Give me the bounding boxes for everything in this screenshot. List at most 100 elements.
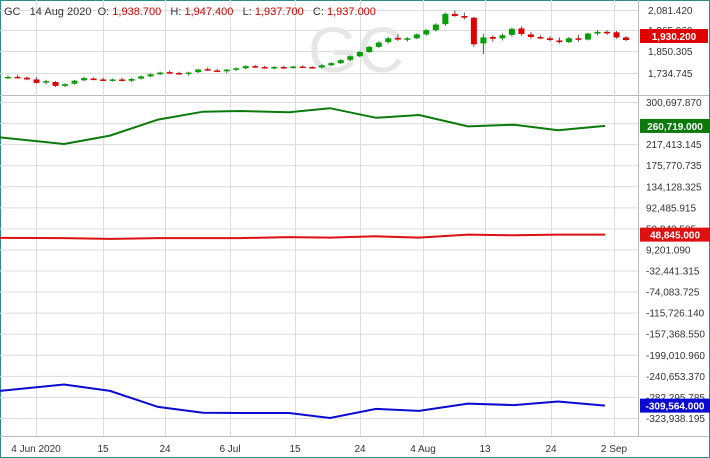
candle-up	[290, 66, 297, 69]
candle-up	[347, 56, 354, 60]
candle-up	[71, 80, 78, 84]
high-label: H:	[170, 6, 182, 18]
candle-up	[432, 24, 439, 31]
value-tick-label: -74,083.725	[646, 288, 700, 299]
last-value-box	[640, 118, 710, 133]
candle-down	[537, 37, 544, 39]
candle-down	[252, 66, 259, 68]
last-value-label: 48,845.000	[650, 231, 700, 242]
grid	[0, 0, 709, 437]
candle-down	[52, 82, 59, 86]
candle-down	[176, 73, 183, 75]
open-label: O:	[97, 6, 110, 18]
close-label: C:	[312, 6, 324, 18]
time-axis: 4 Jun 2020 15 24 6 Jul 15 24 4 Aug 13 24 2 Sep	[11, 444, 627, 455]
symbol-label: GC	[4, 6, 21, 18]
candle-down	[14, 76, 21, 79]
candle-up	[185, 72, 192, 75]
candle-up	[423, 30, 430, 35]
candle-up	[271, 67, 278, 69]
candlestick-series	[5, 10, 629, 88]
candle-down	[214, 70, 221, 72]
price-tick-label: 1,850.305	[648, 47, 693, 58]
line-series	[0, 107, 606, 420]
candle-down	[546, 38, 553, 40]
value-tick-label: -115,726.140	[646, 309, 705, 320]
candle-up	[366, 46, 373, 52]
candle-up	[328, 63, 335, 66]
candle-up	[565, 38, 572, 43]
value-tick-label: 134,128.325	[646, 182, 702, 193]
candle-up	[385, 38, 392, 43]
candle-up	[5, 76, 11, 79]
candle-up	[356, 52, 363, 57]
candle-down	[261, 67, 268, 69]
candle-up	[138, 76, 145, 79]
candle-up	[128, 79, 135, 81]
date-label: 14 Aug 2020	[29, 6, 92, 18]
candle-up	[157, 72, 164, 75]
candle-down	[90, 78, 97, 81]
indicator-line-1	[0, 107, 606, 146]
candle-up	[594, 31, 601, 34]
value-tick-label: -240,653.370	[646, 372, 705, 383]
x-tick-label: 4 Jun 2020	[11, 444, 61, 455]
candle-up	[480, 37, 487, 44]
x-tick-label: 6 Jul	[219, 444, 240, 455]
candle-down	[518, 28, 525, 34]
candle-up	[62, 84, 69, 86]
indicator-line-3	[0, 383, 606, 420]
candle-down	[33, 79, 40, 83]
value-tick-label: 300,697.870	[646, 98, 702, 109]
candle-down	[527, 34, 534, 37]
candle-down	[623, 37, 629, 40]
indicator-line-2	[0, 233, 605, 240]
last-value-label: 260,719.000	[647, 122, 703, 133]
value-tick-label: -282,295.785	[646, 393, 705, 404]
candle-down	[299, 66, 306, 69]
candle-down	[100, 79, 107, 81]
last-value-box	[640, 227, 710, 242]
last-price-label: 1,930.200	[652, 32, 697, 43]
candle-up	[195, 69, 202, 73]
candle-down	[166, 72, 173, 74]
candle-down	[489, 37, 496, 39]
candle-up	[442, 13, 449, 25]
x-tick-label: 4 Aug	[410, 444, 436, 455]
value-tick-label: -199,010.960	[646, 351, 705, 362]
candle-down	[119, 79, 126, 81]
candle-up	[223, 69, 230, 72]
candle-up	[109, 79, 116, 81]
value-tick-label: 9,201.090	[646, 245, 691, 256]
candle-down	[309, 67, 316, 69]
candle-up	[508, 28, 515, 35]
x-tick-label: 15	[97, 444, 109, 455]
value-tick-label: 175,770.735	[646, 161, 702, 172]
x-tick-label: 24	[545, 444, 557, 455]
candle-down	[470, 17, 477, 45]
value-tick-label: -323,938.195	[646, 414, 705, 425]
close-value: 1,937.000	[326, 6, 376, 18]
price-tick-label: 2,081.420	[648, 6, 693, 17]
x-tick-label: 13	[479, 444, 491, 455]
value-tick-label: 92,485.915	[646, 203, 696, 214]
candle-up	[584, 33, 591, 40]
candle-down	[613, 32, 620, 38]
value-tick-label: -157,368.550	[646, 330, 705, 341]
candle-up	[375, 42, 382, 47]
candle-down	[204, 69, 211, 71]
value-axis: 2,081.4201,965.9601,850.3051,734.745300,…	[646, 6, 705, 425]
high-value: 1,947.400	[184, 6, 234, 18]
candle-down	[451, 13, 458, 16]
candle-down	[394, 37, 401, 40]
candle-up	[499, 35, 506, 39]
x-tick-label: 24	[354, 444, 366, 455]
open-value: 1,938.700	[112, 6, 162, 18]
candle-down	[575, 38, 582, 40]
candle-down	[603, 31, 610, 34]
candle-up	[413, 34, 420, 39]
candle-up	[81, 78, 88, 81]
value-tick-label: 217,413.145	[646, 140, 702, 151]
last-value-label: -309,564.000	[646, 402, 705, 413]
